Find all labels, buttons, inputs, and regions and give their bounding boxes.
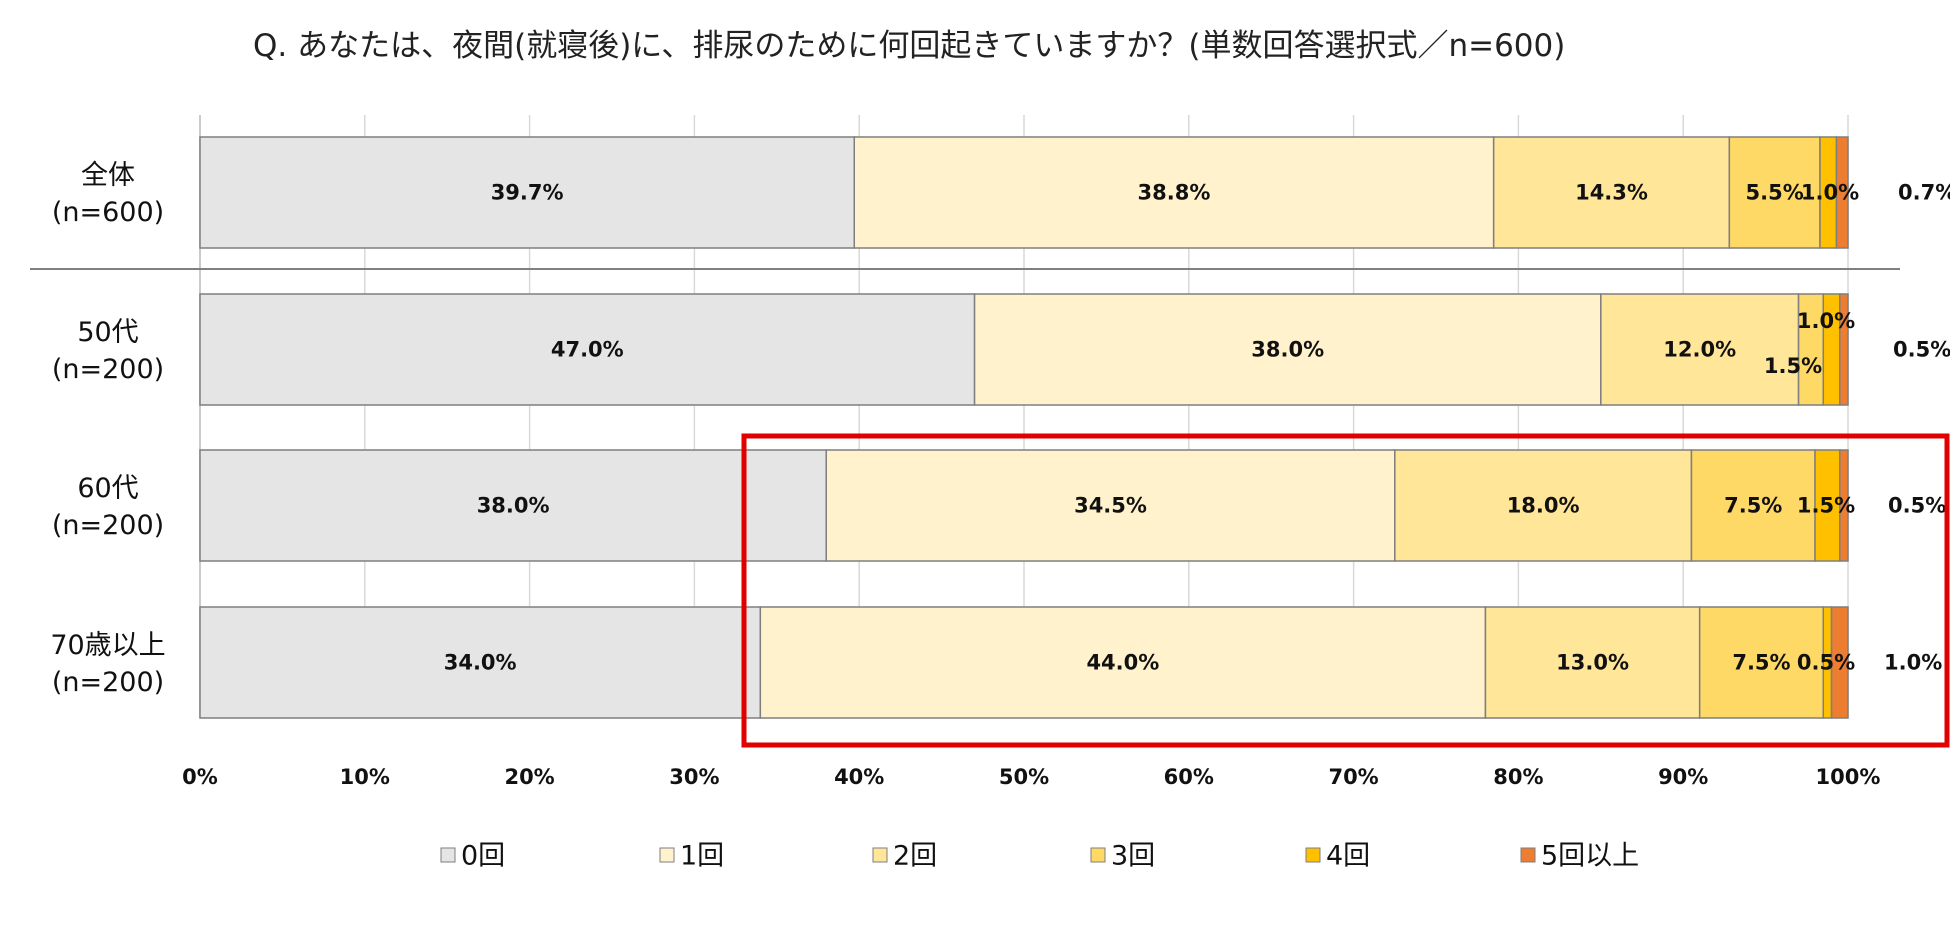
data-label: 34.5% xyxy=(1074,494,1147,518)
x-tick-label: 80% xyxy=(1493,765,1543,789)
legend-swatch xyxy=(659,847,675,863)
bar-segment xyxy=(1728,136,1821,249)
data-label: 7.5% xyxy=(1732,651,1790,675)
data-label: 38.0% xyxy=(1251,338,1324,362)
category-label: 60代 xyxy=(77,473,138,504)
category-sample-size: (n=600) xyxy=(52,197,164,228)
x-tick-label: 50% xyxy=(999,765,1049,789)
legend-label: 4回 xyxy=(1326,841,1370,872)
legend-label: 2回 xyxy=(893,841,937,872)
legend-label: 1回 xyxy=(680,841,724,872)
bar-segment xyxy=(199,449,827,562)
bar-segment xyxy=(1835,136,1849,249)
data-label: 7.5% xyxy=(1724,494,1782,518)
bar-segment xyxy=(825,449,1396,562)
bar-segment xyxy=(973,293,1602,406)
category-label: 全体 xyxy=(81,160,135,191)
bar-segment xyxy=(1797,293,1825,406)
legend-label: 5回以上 xyxy=(1541,841,1639,872)
data-labels: 39.7%38.8%14.3%5.5%1.0%0.7%47.0%38.0%12.… xyxy=(444,181,1950,675)
data-label: 1.0% xyxy=(1884,651,1942,675)
x-tick-label: 60% xyxy=(1164,765,1214,789)
x-tick-label: 100% xyxy=(1816,765,1881,789)
x-tick-label: 70% xyxy=(1328,765,1378,789)
data-label: 1.5% xyxy=(1764,354,1822,378)
bar-segment xyxy=(1492,136,1731,249)
data-label: 44.0% xyxy=(1086,651,1159,675)
data-label: 1.0% xyxy=(1801,181,1859,205)
x-tick-label: 40% xyxy=(834,765,884,789)
x-tick-label: 0% xyxy=(182,765,218,789)
x-axis-tick-labels: 0% 10% 20% 30% 40% 50% 60% 70% 80% 90% 100% xyxy=(182,765,1880,789)
data-label: 1.0% xyxy=(1797,309,1855,333)
legend-swatch xyxy=(1305,847,1321,863)
legend-label: 0回 xyxy=(461,841,505,872)
legend: 0回 1回 2回 3回 4回 5回以上 xyxy=(440,841,1639,872)
category-label: 50代 xyxy=(77,317,138,348)
category-sample-size: (n=200) xyxy=(52,354,164,385)
x-tick-label: 10% xyxy=(340,765,390,789)
x-tick-label: 90% xyxy=(1658,765,1708,789)
highlight-box xyxy=(741,433,1950,748)
bar-segment xyxy=(1839,449,1849,562)
legend-swatch xyxy=(1520,847,1536,863)
legend-swatch xyxy=(1090,847,1106,863)
category-labels: 全体 (n=600) 50代 (n=200) 60代 (n=200) 70歳以上 (n=200… xyxy=(50,160,165,698)
data-label: 13.0% xyxy=(1556,651,1629,675)
legend-swatch xyxy=(440,847,456,863)
bar-segment xyxy=(199,136,856,249)
data-label: 38.0% xyxy=(477,494,550,518)
bar-segment xyxy=(199,606,762,719)
data-label: 1.5% xyxy=(1797,494,1855,518)
chart-title: Q. あなたは、夜間(就寝後)に、排尿のために何回起きていますか？(単数回答選択… xyxy=(253,28,1565,64)
bar-segment xyxy=(1839,293,1849,406)
data-label: 0.5% xyxy=(1797,651,1855,675)
data-label: 0.5% xyxy=(1893,338,1950,362)
bar-segment xyxy=(1394,449,1693,562)
x-tick-label: 20% xyxy=(504,765,554,789)
highlight xyxy=(741,433,1950,748)
data-label: 12.0% xyxy=(1663,338,1736,362)
data-label: 14.3% xyxy=(1575,181,1648,205)
bars xyxy=(199,136,1849,719)
data-label: 39.7% xyxy=(491,181,564,205)
data-label: 0.5% xyxy=(1888,494,1946,518)
bar-segment xyxy=(1484,606,1701,719)
data-label: 38.8% xyxy=(1138,181,1211,205)
bar-segment xyxy=(1698,606,1825,719)
legend-swatch xyxy=(872,847,888,863)
category-sample-size: (n=200) xyxy=(52,667,164,698)
bar-segment xyxy=(853,136,1495,249)
bar-segment xyxy=(759,606,1487,719)
category-label: 70歳以上 xyxy=(50,630,165,661)
x-tick-label: 30% xyxy=(669,765,719,789)
data-label: 0.7% xyxy=(1898,181,1950,205)
bar-segment xyxy=(1600,293,1800,406)
bar-segment xyxy=(199,293,976,406)
legend-label: 3回 xyxy=(1111,841,1155,872)
data-label: 5.5% xyxy=(1746,181,1804,205)
data-label: 47.0% xyxy=(551,338,624,362)
category-sample-size: (n=200) xyxy=(52,510,164,541)
data-label: 18.0% xyxy=(1507,494,1580,518)
bar-segment xyxy=(1690,449,1816,562)
bar-segment xyxy=(1830,606,1849,719)
data-label: 34.0% xyxy=(444,651,517,675)
